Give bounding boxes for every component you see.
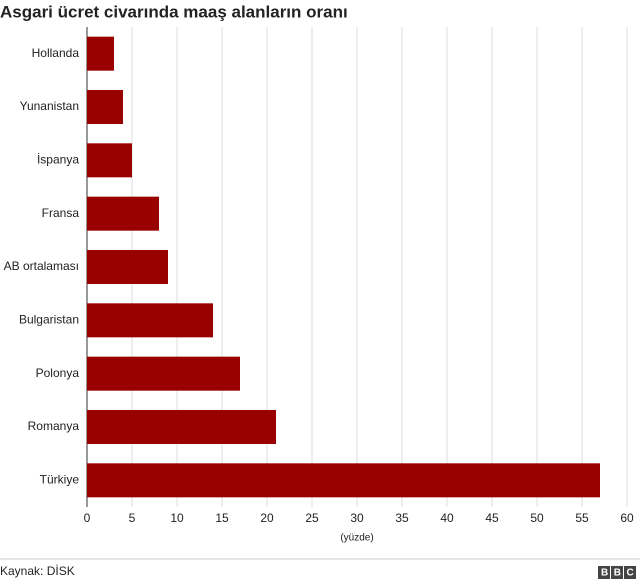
x-tick-label: 0 <box>84 511 91 525</box>
x-tick-label: 40 <box>440 511 454 525</box>
logo: BBC <box>601 568 639 579</box>
bar <box>87 356 240 391</box>
y-tick-label: Türkiye <box>40 473 80 487</box>
bar <box>87 143 132 178</box>
x-tick-label: 60 <box>620 511 634 525</box>
bar <box>87 463 600 498</box>
y-tick-label: Hollanda <box>32 46 80 60</box>
bar <box>87 90 123 124</box>
x-axis-label: (yüzde) <box>340 533 373 544</box>
x-tick-label: 20 <box>260 511 274 525</box>
x-tick-label: 15 <box>215 511 229 525</box>
bar <box>87 250 168 284</box>
y-tick-label: AB ortalaması <box>4 259 79 273</box>
x-tick-label: 30 <box>350 511 364 525</box>
x-tick-label: 10 <box>170 511 184 525</box>
y-tick-label: Fransa <box>42 206 80 220</box>
y-tick-label: Yunanistan <box>20 99 79 113</box>
chart-title: Asgari ücret civarında maaş alanların or… <box>0 2 348 21</box>
y-tick-label: Bulgaristan <box>19 313 79 327</box>
x-tick-label: 25 <box>305 511 319 525</box>
y-tick-label: İspanya <box>37 153 79 167</box>
bar <box>87 36 114 71</box>
x-tick-label: 50 <box>530 511 544 525</box>
x-tick-label: 55 <box>575 511 589 525</box>
source: Kaynak: DİSK <box>0 564 75 578</box>
logo-block <box>624 566 636 579</box>
y-tick-label: Polonya <box>36 366 80 380</box>
logo-block <box>611 566 623 579</box>
x-tick-label: 5 <box>129 511 136 525</box>
bar <box>87 196 159 231</box>
logo-block <box>598 566 610 579</box>
y-tick-label: Romanya <box>28 419 80 433</box>
x-tick-label: 35 <box>395 511 409 525</box>
bar <box>87 410 276 444</box>
bar <box>87 303 213 338</box>
x-tick-label: 45 <box>485 511 499 525</box>
